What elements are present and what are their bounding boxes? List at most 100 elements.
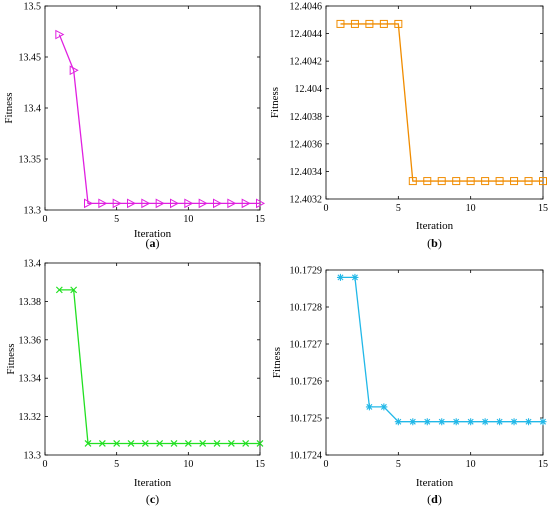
panel-label: (c)	[146, 492, 159, 506]
y-axis-title: Fitness	[271, 347, 283, 378]
series-line	[340, 276, 543, 423]
y-tick-label: 13.36	[19, 335, 42, 346]
x-tick-label: 5	[396, 459, 401, 470]
data-point	[113, 440, 121, 447]
x-tick-label: 10	[183, 214, 193, 225]
chart-panel-a: 0 5 10 15 13.3 13.35 13.4 13.45 13.5 Iteration Fit…	[3, 2, 266, 250]
data-point	[336, 19, 345, 28]
y-tick-label: 13.4	[24, 104, 42, 115]
chart-panel-d: 0 5 10 15 10.1724 10.1725 10.1726 10.1727 10.172…	[271, 266, 548, 507]
y-tick-label: 12.4036	[290, 139, 323, 150]
data-point	[380, 403, 388, 411]
x-tick-label: 0	[324, 203, 329, 214]
data-point	[70, 286, 78, 294]
data-point	[438, 418, 446, 426]
x-tick-label: 15	[538, 203, 548, 214]
y-tick-label: 10.1728	[290, 303, 323, 314]
data-point	[213, 198, 223, 209]
data-point	[156, 440, 164, 447]
x-tick-label: 5	[114, 214, 119, 225]
data-point	[452, 418, 460, 426]
data-point	[351, 273, 359, 281]
data-point	[525, 418, 533, 426]
x-tick-label: 5	[114, 459, 119, 470]
y-tick-label: 12.404	[295, 84, 323, 95]
y-tick-label: 12.4038	[290, 112, 323, 123]
y-tick-label: 13.35	[19, 155, 42, 166]
series-line	[58, 34, 260, 205]
x-tick-label: 0	[43, 459, 48, 470]
x-axis-title: Iteration	[416, 220, 454, 232]
chart-panel-c: 0 5 10 15 13.3 13.32 13.34 13.36 13.38 13.4 Iterat…	[5, 259, 265, 507]
data-point	[394, 19, 403, 28]
data-point	[256, 198, 266, 209]
panel-label: (d)	[427, 492, 442, 506]
y-tick-label: 13.45	[19, 53, 42, 64]
x-tick-label: 15	[255, 214, 265, 225]
y-tick-label: 13.38	[19, 297, 42, 308]
data-point	[350, 19, 359, 28]
data-point	[227, 440, 235, 447]
data-point	[467, 418, 475, 426]
y-axis-title: Fitness	[5, 343, 17, 374]
y-tick-label: 12.4046	[290, 2, 323, 13]
data-point	[408, 177, 417, 186]
data-point	[84, 440, 92, 447]
x-axis-title: Iteration	[134, 228, 172, 240]
data-point	[98, 440, 106, 447]
y-tick-label: 10.1724	[290, 451, 323, 462]
data-point	[198, 198, 208, 209]
data-point	[98, 198, 108, 209]
x-tick-label: 5	[396, 203, 401, 214]
data-point	[155, 198, 165, 209]
y-tick-label: 13.4	[24, 259, 42, 270]
y-tick-label: 13.3	[24, 451, 42, 462]
y-tick-label: 10.1725	[290, 414, 323, 425]
data-point	[510, 418, 518, 426]
data-point	[539, 177, 547, 186]
data-point	[69, 65, 79, 76]
y-tick-label: 13.34	[19, 374, 42, 385]
y-axis-title: Fitness	[269, 87, 281, 118]
data-point	[524, 177, 533, 186]
x-tick-label: 10	[466, 459, 476, 470]
data-point	[495, 177, 504, 186]
x-tick-label: 15	[255, 459, 265, 470]
x-tick-label: 10	[466, 203, 476, 214]
x-axis-title: Iteration	[134, 477, 172, 489]
y-axis-title: Fitness	[3, 92, 15, 123]
data-point	[242, 440, 250, 447]
data-point	[84, 198, 94, 209]
y-tick-label: 10.1729	[290, 266, 323, 277]
series-line	[340, 23, 543, 182]
data-point	[170, 440, 178, 447]
y-tick-label: 10.1727	[290, 340, 323, 351]
data-point	[141, 198, 151, 209]
series-line	[59, 289, 260, 445]
data-point	[141, 440, 149, 447]
x-tick-label: 10	[183, 459, 193, 470]
data-point	[127, 198, 137, 209]
plot-frame	[325, 5, 544, 200]
data-point	[379, 19, 388, 28]
y-tick-label: 12.4044	[290, 29, 323, 40]
data-point	[55, 286, 63, 294]
data-point	[336, 273, 344, 281]
data-point	[112, 198, 122, 209]
data-point	[437, 177, 446, 186]
data-point	[466, 177, 475, 186]
y-tick-label: 12.4042	[290, 57, 323, 68]
data-point	[184, 440, 192, 447]
y-tick-label: 13.32	[19, 412, 42, 423]
data-point	[241, 198, 251, 209]
plot-frame	[44, 262, 261, 456]
data-point	[127, 440, 135, 447]
data-point	[256, 440, 264, 447]
x-tick-label: 15	[538, 459, 548, 470]
panel-label: (b)	[427, 236, 442, 250]
chart-panel-b: 0 5 10 15 12.4032 12.4034 12.4036 12.4038 12.404…	[269, 2, 548, 251]
data-point	[365, 19, 374, 28]
data-point	[170, 198, 180, 209]
data-point	[213, 440, 221, 447]
data-point	[184, 198, 194, 209]
